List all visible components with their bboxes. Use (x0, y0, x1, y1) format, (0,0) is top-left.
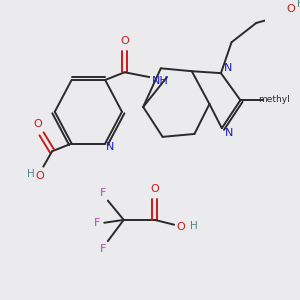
Text: O: O (120, 36, 129, 46)
Text: F: F (100, 244, 106, 254)
Text: O: O (177, 222, 185, 232)
Text: N: N (105, 142, 114, 152)
Text: F: F (94, 218, 101, 228)
Text: N: N (224, 63, 232, 73)
Text: NH: NH (152, 76, 168, 86)
Text: N: N (225, 128, 233, 138)
Text: H: H (190, 221, 197, 231)
Text: O: O (286, 4, 295, 14)
Text: O: O (35, 171, 44, 181)
Text: O: O (150, 184, 159, 194)
Text: H: H (27, 169, 35, 179)
Text: methyl: methyl (258, 95, 290, 104)
Text: O: O (34, 119, 42, 129)
Text: H: H (297, 0, 300, 9)
Text: F: F (100, 188, 106, 198)
